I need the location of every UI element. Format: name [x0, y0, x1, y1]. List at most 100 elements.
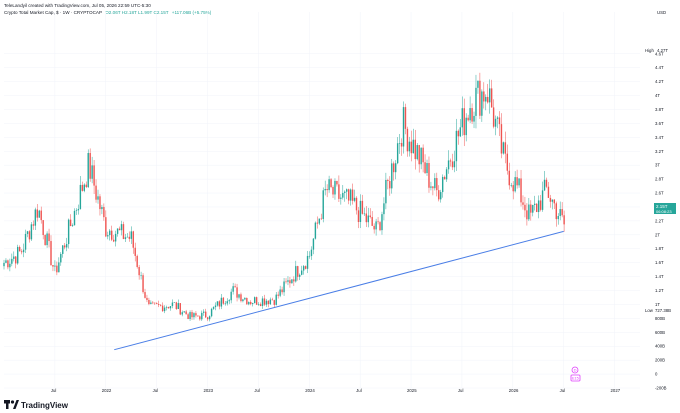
candle[interactable] — [97, 189, 99, 204]
candle[interactable] — [214, 302, 217, 311]
candle[interactable] — [169, 306, 172, 311]
candle[interactable] — [539, 194, 542, 212]
candle[interactable] — [549, 194, 552, 208]
candle[interactable] — [408, 136, 411, 157]
candle[interactable] — [128, 231, 131, 242]
candle[interactable] — [312, 238, 315, 255]
candle[interactable] — [551, 199, 554, 210]
candle[interactable] — [34, 207, 37, 231]
candle[interactable] — [156, 302, 158, 305]
candle[interactable] — [336, 180, 338, 187]
candle[interactable] — [291, 279, 293, 284]
candle[interactable] — [177, 299, 180, 310]
candle[interactable] — [144, 288, 146, 299]
candle[interactable] — [428, 156, 430, 193]
candle[interactable] — [5, 258, 7, 264]
candle[interactable] — [261, 296, 264, 309]
candle[interactable] — [193, 312, 195, 320]
candle[interactable] — [530, 200, 532, 221]
candle[interactable] — [508, 162, 510, 190]
candle[interactable] — [285, 278, 287, 284]
candle[interactable] — [91, 156, 93, 184]
candle[interactable] — [387, 178, 389, 190]
candle[interactable] — [236, 283, 238, 302]
candle[interactable] — [224, 301, 227, 306]
candle[interactable] — [475, 74, 477, 129]
trendline[interactable] — [114, 230, 564, 351]
candle[interactable] — [163, 305, 166, 314]
candle[interactable] — [263, 294, 266, 307]
candle[interactable] — [498, 111, 501, 137]
candle[interactable] — [252, 302, 254, 307]
candle[interactable] — [308, 251, 311, 259]
candle[interactable] — [83, 183, 86, 193]
candle[interactable] — [391, 158, 393, 194]
candle[interactable] — [40, 206, 42, 224]
candle[interactable] — [226, 298, 228, 306]
candle[interactable] — [299, 273, 301, 281]
candle[interactable] — [440, 189, 442, 203]
candle[interactable] — [255, 296, 258, 306]
candle[interactable] — [563, 210, 565, 232]
candle[interactable] — [430, 181, 432, 191]
candle[interactable] — [185, 309, 187, 315]
candle[interactable] — [140, 271, 142, 280]
candle[interactable] — [289, 276, 291, 288]
candle[interactable] — [398, 134, 401, 154]
candle[interactable] — [271, 297, 274, 301]
candle[interactable] — [381, 211, 383, 235]
candle[interactable] — [500, 113, 503, 159]
candle[interactable] — [332, 185, 334, 199]
candle[interactable] — [447, 150, 450, 174]
candle[interactable] — [114, 230, 117, 247]
candle[interactable] — [132, 230, 134, 254]
candle[interactable] — [553, 199, 556, 210]
candle[interactable] — [158, 300, 160, 308]
candle[interactable] — [434, 173, 436, 191]
candle[interactable] — [363, 207, 366, 217]
candle[interactable] — [541, 181, 544, 212]
candle[interactable] — [201, 310, 203, 321]
candle[interactable] — [346, 188, 348, 200]
candle[interactable] — [240, 292, 242, 303]
candle[interactable] — [287, 276, 289, 286]
candle[interactable] — [265, 298, 268, 307]
candle[interactable] — [199, 315, 201, 321]
candle[interactable] — [126, 233, 129, 238]
candle[interactable] — [71, 223, 74, 227]
candle[interactable] — [463, 98, 465, 147]
candle[interactable] — [422, 144, 424, 173]
candle[interactable] — [485, 94, 487, 111]
candle[interactable] — [557, 213, 559, 225]
candle[interactable] — [154, 302, 156, 305]
candle[interactable] — [293, 276, 295, 286]
candle[interactable] — [471, 103, 473, 125]
candle[interactable] — [477, 80, 479, 94]
candle[interactable] — [359, 194, 362, 229]
candle[interactable] — [355, 196, 358, 215]
candle[interactable] — [273, 299, 275, 308]
candle[interactable] — [524, 196, 526, 218]
candle[interactable] — [130, 226, 133, 245]
candle[interactable] — [216, 301, 219, 307]
dividend-badge[interactable]: D — [571, 366, 579, 374]
candle[interactable] — [73, 208, 76, 226]
candle[interactable] — [534, 195, 536, 211]
candle[interactable] — [138, 264, 140, 280]
candle[interactable] — [295, 260, 297, 283]
candle[interactable] — [369, 208, 371, 219]
candle[interactable] — [212, 306, 215, 310]
candle[interactable] — [161, 302, 164, 312]
candle[interactable] — [248, 301, 250, 306]
candle[interactable] — [103, 203, 105, 221]
candle[interactable] — [316, 216, 319, 229]
candle[interactable] — [146, 294, 148, 303]
candle[interactable] — [324, 180, 326, 196]
candle[interactable] — [195, 311, 197, 318]
candle[interactable] — [281, 286, 283, 295]
candle[interactable] — [269, 297, 272, 305]
candle[interactable] — [449, 158, 452, 167]
candle[interactable] — [320, 213, 322, 220]
candle[interactable] — [18, 245, 21, 252]
candle[interactable] — [246, 297, 248, 305]
